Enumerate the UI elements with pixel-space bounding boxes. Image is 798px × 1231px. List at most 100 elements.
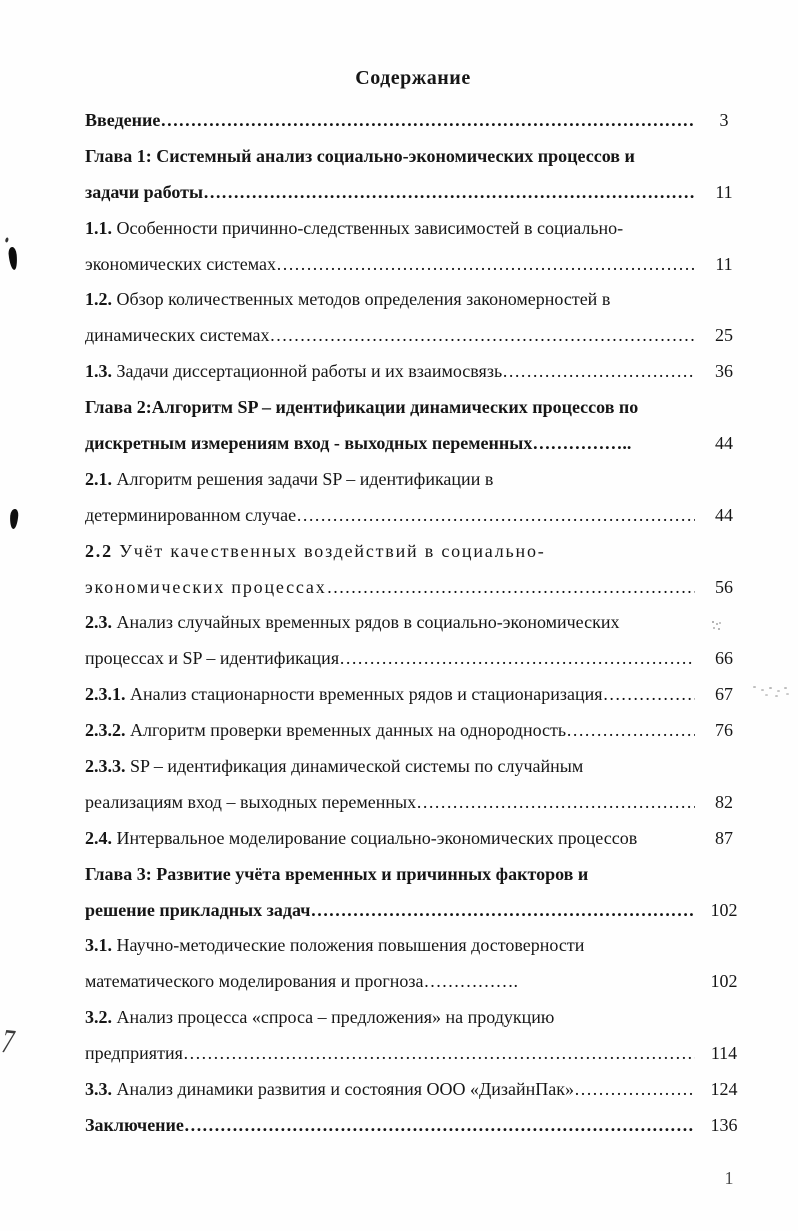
toc-entry-bold-text: Глава 2:Алгоритм SP – идентификации дина… — [85, 397, 639, 418]
toc-entry-text: предприятия — [85, 1043, 183, 1064]
toc-row: реализациям вход – выходных переменных …… — [85, 785, 753, 821]
page-number: 11 — [715, 253, 733, 274]
toc-entry-bold-text: 2.1. — [85, 468, 112, 489]
toc-entry-bold-text: Введение — [85, 110, 161, 130]
toc-row: 2.2 Учёт качественных воздействий в соци… — [85, 534, 753, 570]
dot-leader: …………………………………………………………………………………………………………… — [183, 1036, 695, 1072]
toc-row: Введение …………………………………………………………………………………… — [85, 103, 753, 139]
dot-leader: …………………………………………………………………………………………………………… — [574, 1072, 695, 1108]
toc-row: Глава 2:Алгоритм SP – идентификации дина… — [85, 390, 753, 426]
toc-row: задачи работы ……………………………………………………………………… — [85, 175, 753, 211]
toc-row: 2.1. Алгоритм решения задачи SP – иденти… — [85, 462, 753, 498]
toc-entry-bold-text: 1.2. — [85, 289, 112, 310]
page-number: 114 — [710, 1043, 738, 1064]
dot-leader-dots: …………………………………………………………………………………………………………… — [566, 720, 695, 741]
dot-leader-dots: …………………………………………………………………………………………………………… — [183, 1114, 695, 1135]
toc-list: Введение …………………………………………………………………………………… — [85, 103, 753, 1144]
toc-entry-text: Анализ динамики развития и состояния ООО… — [112, 1079, 575, 1100]
dot-leader-dots: …………………………………………………………………………………………………………… — [326, 576, 695, 597]
toc-entry-bold-text: Заключение — [85, 1114, 184, 1135]
toc-entry-text: Интервальное моделирование социально-эко… — [112, 827, 638, 848]
toc-entry-text: Анализ процесса «спроса – предложения» н… — [112, 1007, 555, 1028]
toc-entry-bold-text: решение прикладных задач — [85, 899, 311, 920]
toc-entry-bold-text: Глава 3: Развитие учёта временных и прич… — [85, 863, 589, 884]
toc-entry-text: реализациям вход – выходных переменных — [85, 791, 417, 812]
page-number: 82 — [715, 791, 733, 812]
toc-entry-text: экономических системах — [85, 253, 276, 274]
toc-entry-text: динамических системах — [85, 325, 270, 346]
ink-blot-mark — [8, 246, 18, 271]
dot-leader-dots: …………………………………………………………………………………………………………… — [275, 253, 695, 274]
dot-leader-dots: …………………………………………………………………………………………………………… — [182, 1043, 695, 1064]
toc-entry-bold-text: задачи работы — [85, 181, 204, 202]
toc-entry-text: детерминированном случае — [85, 504, 297, 525]
page-title: Содержание — [355, 67, 471, 89]
toc-entry-bold-text: 2.3.1. — [85, 684, 126, 705]
toc-entry-bold-text: 2.3.3. — [85, 756, 126, 777]
dot-leader: …………………………………………………………………………………………………………… — [327, 570, 695, 606]
toc-row: 1.3. Задачи диссертационной работы и их … — [85, 354, 753, 390]
dot-leader-dots: …………………………………………………………………………………………………………… — [296, 504, 695, 525]
page-number: 102 — [710, 971, 738, 992]
page-number: 76 — [715, 720, 733, 741]
toc-row: процессах и SP – идентификация ………………………… — [85, 641, 753, 677]
toc-row: 3.2. Анализ процесса «спроса – предложен… — [85, 1000, 753, 1036]
dot-leader-dots: …………………………………………………………………………………………………………… — [203, 181, 695, 202]
toc-entry-text: Научно-методические положения повышения … — [112, 935, 585, 956]
toc-entry-bold-text: 1.3. — [85, 361, 112, 382]
toc-entry-bold-text: Глава 1: Системный анализ социально-экон… — [85, 145, 635, 166]
toc-row: предприятия …………………………………………………………………………… — [85, 1036, 753, 1072]
dot-leader: …………………………………………………………………………………………………………… — [203, 175, 695, 211]
toc-row: математического моделирования и прогноза… — [85, 964, 753, 1000]
toc-row: Глава 1: Системный анализ социально-экон… — [85, 139, 753, 175]
toc-row: Глава 3: Развитие учёта временных и прич… — [85, 857, 753, 893]
page-number: 102 — [710, 899, 738, 920]
dot-leader: …………………………………………………………………………………………………………… — [502, 354, 695, 390]
dot-leader — [518, 964, 695, 1000]
dot-leader: …………………………………………………………………………………………………………… — [339, 641, 695, 677]
toc-row: 2.3.3. SP – идентификация динамической с… — [85, 749, 753, 785]
toc-entry-text: Учёт качественных воздействий в социальн… — [112, 540, 546, 561]
handwritten-margin-mark: 7 — [0, 1022, 16, 1062]
toc-entry-bold-text: 2.3.2. — [85, 720, 126, 741]
toc-entry-text: Особенности причинно-следственных зависи… — [112, 217, 624, 238]
page-number: 124 — [710, 1079, 738, 1100]
dot-leader-dots: …………………………………………………………………………………………………………… — [502, 361, 695, 382]
dot-leader-dots: …………………………………………………………………………………………………………… — [416, 791, 695, 812]
toc-row: 2.3. Анализ случайных временных рядов в … — [85, 605, 753, 641]
toc-entry-text: SP – идентификация динамической системы … — [125, 756, 584, 777]
page-number: 25 — [715, 325, 733, 346]
toc-row: динамических системах ………………………………………………… — [85, 318, 753, 354]
pencil-smudge — [753, 686, 756, 688]
footer-page-number: 1 — [724, 1168, 734, 1188]
toc-entry-bold-text: 2.3. — [85, 612, 112, 633]
toc-row: дискретным измерениям вход - выходных пе… — [85, 426, 753, 462]
page-number: 136 — [710, 1114, 738, 1135]
toc-row: экономических процессах …………………………………………… — [85, 570, 753, 606]
page-number: 87 — [715, 827, 733, 848]
toc-entry-text: Алгоритм решения задачи SP – идентификац… — [112, 468, 494, 489]
dot-leader — [631, 426, 695, 462]
toc-row: 2.4. Интервальное моделирование социальн… — [85, 821, 753, 857]
toc-row: 1.1. Особенности причинно-следственных з… — [85, 211, 753, 247]
toc-row: 1.2. Обзор количественных методов опреде… — [85, 282, 753, 318]
dot-leader: …………………………………………………………………………………………………………… — [184, 1108, 695, 1144]
toc-row: экономических системах ……………………………………………… — [85, 247, 753, 283]
toc-entry-text: экономических процессах — [85, 576, 327, 597]
toc-entry-bold-text: 3.1. — [85, 935, 112, 956]
dot-leader: …………………………………………………………………………………………………………… — [296, 498, 695, 534]
dot-leader: …………………………………………………………………………………………………………… — [160, 103, 695, 139]
dot-leader: …………………………………………………………………………………………………………… — [416, 785, 695, 821]
dot-leader-dots: …………………………………………………………………………………………………………… — [574, 1079, 695, 1100]
page-number: 44 — [715, 433, 733, 454]
toc-entry-bold-text: дискретным измерениям вход - выходных пе… — [85, 433, 632, 454]
toc-entry-bold-text: 1.1. — [85, 217, 112, 238]
page-number: 67 — [715, 684, 733, 705]
dot-leader: …………………………………………………………………………………………………………… — [276, 247, 695, 283]
toc-row: 2.3.1. Анализ стационарности временных р… — [85, 677, 753, 713]
pencil-smudge — [712, 621, 714, 623]
toc-row: 3.3. Анализ динамики развития и состояни… — [85, 1072, 753, 1108]
dot-leader-dots: …………………………………………………………………………………………………………… — [269, 325, 695, 346]
toc-row: детерминированном случае ………………………………………… — [85, 498, 753, 534]
